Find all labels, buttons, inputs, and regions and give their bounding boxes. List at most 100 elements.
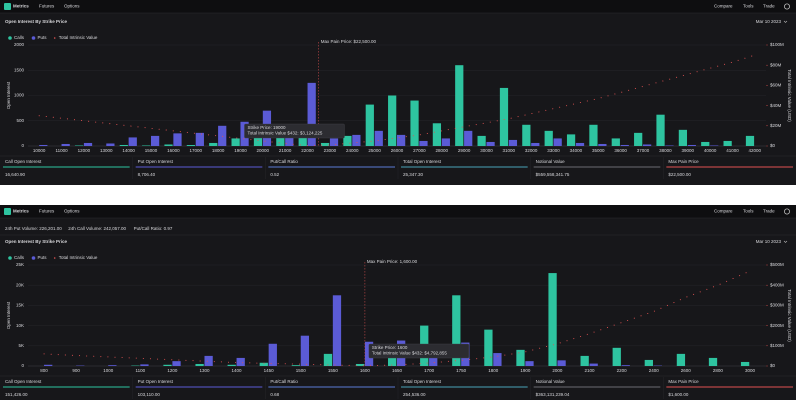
bar bbox=[612, 347, 621, 366]
y-axis-label: Open Interest bbox=[6, 301, 11, 329]
brand[interactable]: Metrics bbox=[13, 4, 29, 9]
x-tick-label: 2100 bbox=[585, 368, 596, 373]
volume-stat: 24h Call Volume: 242,057.00 bbox=[68, 226, 126, 231]
bar bbox=[419, 140, 428, 146]
bar bbox=[276, 133, 285, 146]
bar bbox=[499, 87, 509, 146]
nav-link[interactable]: Options bbox=[64, 209, 80, 214]
bar bbox=[687, 144, 696, 146]
y-tick-label: 10K bbox=[16, 323, 24, 328]
x-tick-label: 18000 bbox=[212, 148, 225, 153]
stat-value: $22,500.00 bbox=[668, 172, 691, 177]
x-tick-label: 1300 bbox=[199, 368, 210, 373]
x-tick-label: 24000 bbox=[346, 148, 359, 153]
bar bbox=[611, 138, 620, 146]
chevron bbox=[783, 240, 788, 243]
bar bbox=[332, 295, 342, 366]
chart-title: Open Interest By Strike Price bbox=[5, 19, 68, 24]
bar bbox=[493, 353, 502, 366]
nav-action[interactable]: Compare bbox=[714, 4, 733, 9]
x-tick-label: 2600 bbox=[681, 368, 692, 373]
nav-action[interactable]: Tools bbox=[743, 209, 754, 214]
bar bbox=[589, 124, 598, 146]
bar bbox=[300, 335, 310, 366]
bar bbox=[106, 143, 115, 146]
stat-value: 8,706.40 bbox=[138, 172, 156, 177]
nav-link[interactable]: Futures bbox=[39, 209, 55, 214]
x-tick-label: 1200 bbox=[167, 368, 178, 373]
nav-link[interactable]: Futures bbox=[39, 4, 55, 9]
bar bbox=[643, 144, 652, 146]
date-picker[interactable]: Mar 10 2023 bbox=[756, 239, 782, 244]
stat-label: Max Pain Price bbox=[668, 159, 699, 164]
bar bbox=[388, 95, 397, 146]
x-tick-label: 1700 bbox=[424, 368, 435, 373]
bar bbox=[557, 360, 566, 366]
bar bbox=[374, 130, 383, 146]
x-tick-label: 38000 bbox=[659, 148, 672, 153]
settings-icon[interactable] bbox=[784, 3, 791, 10]
y-tick-label: 5K bbox=[18, 343, 24, 348]
bar bbox=[708, 357, 718, 366]
bar bbox=[352, 134, 361, 146]
bar bbox=[598, 143, 607, 146]
stat-label: Total Open Interest bbox=[403, 379, 442, 384]
x-tick-label: 3000 bbox=[745, 368, 756, 373]
y-tick-label: 0 bbox=[21, 363, 24, 368]
bar bbox=[553, 138, 562, 146]
panel: Metrics Futures Options Compare Tools Trade 24… bbox=[0, 205, 796, 400]
x-tick-label: 900 bbox=[72, 368, 80, 373]
stat-value: $363,131,239.04 bbox=[536, 392, 570, 397]
legend-label[interactable]: Puts bbox=[38, 255, 48, 260]
y-tick-label: 2000 bbox=[14, 42, 25, 47]
bar bbox=[432, 123, 442, 146]
x-tick-label: 34000 bbox=[570, 148, 583, 153]
tooltip-text: Strike Price: 1600 bbox=[372, 345, 408, 350]
y2-tick-label: $400M bbox=[770, 282, 784, 287]
y2-tick-label: $100M bbox=[770, 42, 784, 47]
y2-tick-label: $100M bbox=[770, 343, 784, 348]
x-tick-label: 1600 bbox=[360, 368, 371, 373]
bar bbox=[44, 364, 53, 366]
bar bbox=[621, 365, 630, 366]
bar bbox=[516, 349, 525, 366]
bar bbox=[204, 355, 213, 366]
nav-action[interactable]: Trade bbox=[763, 4, 775, 9]
nav-action[interactable]: Trade bbox=[763, 209, 775, 214]
nav-action[interactable]: Tools bbox=[743, 4, 754, 9]
stat-value: 151,426.00 bbox=[5, 392, 28, 397]
stat-label: Max Pain Price bbox=[668, 379, 699, 384]
y2-tick-label: $300M bbox=[770, 303, 784, 308]
bar bbox=[441, 138, 450, 146]
stat-label: Notional Value bbox=[536, 379, 565, 384]
max-pain-label: Max Pain Price: 1,600.00 bbox=[367, 259, 418, 264]
legend-label[interactable]: Puts bbox=[38, 35, 48, 40]
bar bbox=[455, 65, 464, 146]
brand[interactable]: Metrics bbox=[13, 209, 29, 214]
nav-action[interactable]: Compare bbox=[714, 209, 733, 214]
bar bbox=[548, 273, 557, 366]
nav-link[interactable]: Options bbox=[64, 4, 80, 9]
x-tick-label: 29000 bbox=[458, 148, 471, 153]
legend-label[interactable]: Calls bbox=[14, 35, 25, 40]
bar bbox=[410, 100, 419, 146]
bar bbox=[522, 124, 531, 146]
bar bbox=[745, 135, 755, 146]
bar bbox=[464, 130, 473, 146]
legend-marker bbox=[53, 257, 56, 259]
bar bbox=[298, 130, 307, 146]
bar bbox=[173, 133, 182, 146]
bar bbox=[508, 139, 518, 146]
legend-label[interactable]: Total Intrinsic Value bbox=[59, 255, 98, 260]
date-picker[interactable]: Mar 10 2023 bbox=[756, 19, 782, 24]
y-axis-label: Open Interest bbox=[6, 81, 11, 109]
intrinsic-value-line bbox=[38, 54, 756, 147]
bar bbox=[268, 343, 277, 366]
legend-label[interactable]: Calls bbox=[14, 255, 25, 260]
tooltip-text: Strike Price: 19000 bbox=[247, 125, 286, 130]
y2-tick-label: $20M bbox=[770, 123, 782, 128]
bar bbox=[388, 355, 397, 366]
legend-label[interactable]: Total Intrinsic Value bbox=[59, 35, 98, 40]
settings-icon[interactable] bbox=[784, 208, 791, 215]
x-tick-label: 27000 bbox=[413, 148, 426, 153]
